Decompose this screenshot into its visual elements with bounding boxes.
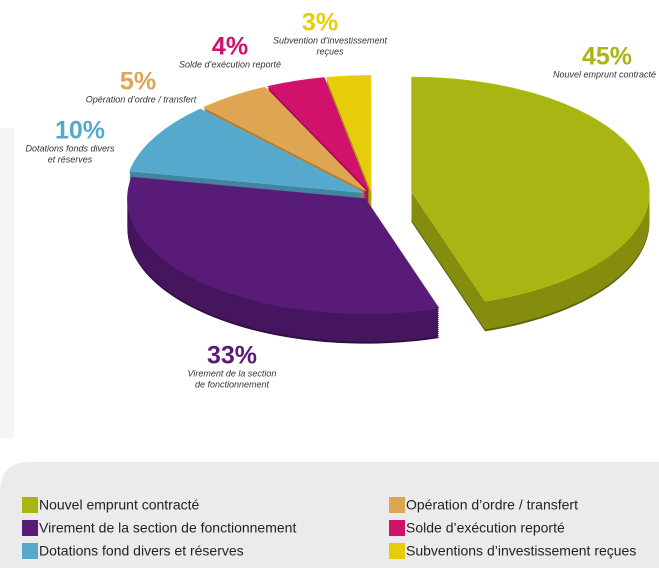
slice-label: Subvention d’investissement xyxy=(273,35,388,45)
pie-tops xyxy=(127,74,650,314)
legend-label: Virement de la section de fonctionnement xyxy=(39,520,296,536)
legend-swatch xyxy=(389,520,405,536)
slice xyxy=(326,74,372,191)
slice-label: Nouvel emprunt contracté xyxy=(553,69,656,79)
slice xyxy=(411,76,650,302)
legend-swatch xyxy=(389,543,405,559)
slice-label: Dotations fonds divers xyxy=(25,143,115,153)
slice-label: reçues xyxy=(316,46,344,56)
percent-label: 5% xyxy=(120,68,156,96)
legend-label: Solde d’exécution reporté xyxy=(406,520,565,536)
percent-label: 3% xyxy=(302,9,338,37)
legend-swatch xyxy=(22,520,38,536)
legend-swatch xyxy=(389,497,405,513)
legend: Nouvel emprunt contracté Virement de la s… xyxy=(22,497,636,559)
slice-label: Virement de la section xyxy=(188,368,277,378)
percent-label: 10% xyxy=(55,117,105,145)
slice-labels: 45%Nouvel emprunt contracté 33%Virement d… xyxy=(25,9,656,390)
slice-label: et réserves xyxy=(48,154,93,164)
percent-label: 33% xyxy=(207,342,257,370)
percent-label: 4% xyxy=(212,33,248,61)
legend-label: Nouvel emprunt contracté xyxy=(39,497,200,513)
slice-label: de fonctionnement xyxy=(195,379,270,389)
legend-label: Opération d’ordre / transfert xyxy=(406,497,578,513)
slice-label: Solde d’exécution reporté xyxy=(179,59,281,69)
slice xyxy=(202,86,367,192)
legend-label: Subventions d’investissement reçues xyxy=(406,543,636,559)
slice-label: Opération d’ordre / transfert xyxy=(86,94,197,104)
legend-swatch xyxy=(22,497,38,513)
percent-label: 45% xyxy=(582,43,632,71)
legend-swatch xyxy=(22,543,38,559)
legend-box xyxy=(0,462,659,568)
legend-label: Dotations fond divers et réserves xyxy=(39,543,244,559)
side-panel xyxy=(0,128,14,438)
slice xyxy=(127,176,440,314)
slice xyxy=(267,77,370,191)
slice xyxy=(129,108,364,193)
